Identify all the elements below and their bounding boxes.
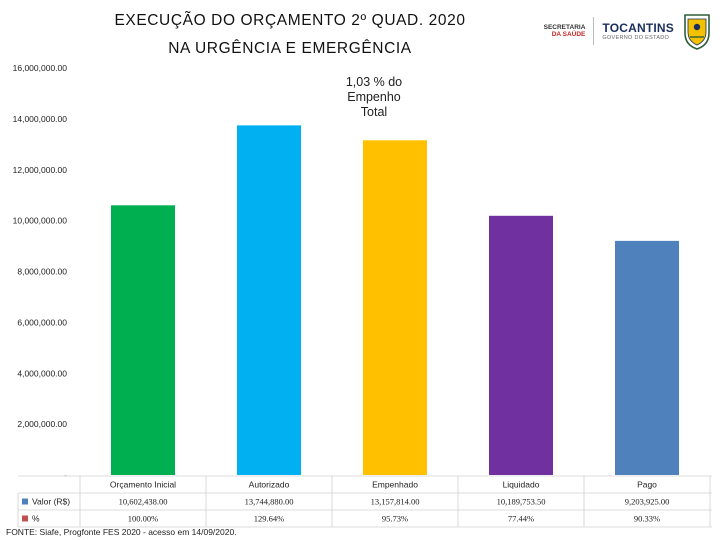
y-tick-label: 10,000,000.00: [13, 216, 68, 226]
bar: [363, 140, 427, 476]
y-tick-label: 4,000,000.00: [17, 368, 67, 378]
y-tick-label: 16,000,000.00: [13, 63, 68, 73]
data-label: 77.44%: [508, 514, 534, 524]
legend-label: %: [32, 514, 40, 524]
secretaria-line2: DA SAÚDE: [551, 31, 586, 38]
governo-estado-text: GOVERNO DO ESTADO: [602, 35, 670, 41]
bar: [111, 205, 175, 475]
state-coat-of-arms-icon: [684, 14, 710, 50]
header-logos: SECRETARIA DA SAÚDE TOCANTINS GOVERNO DO…: [544, 6, 712, 56]
legend-label: Valor (R$): [32, 497, 70, 507]
secretaria-saude-logo: SECRETARIA DA SAÚDE: [544, 24, 586, 39]
bar: [237, 125, 301, 475]
x-tick-label: Autorizado: [249, 480, 290, 490]
tocantins-logo: TOCANTINS GOVERNO DO ESTADO: [602, 21, 674, 41]
y-tick-label: 14,000,000.00: [13, 114, 68, 124]
x-tick-label: Orçamento Inicial: [110, 480, 176, 490]
bar: [489, 215, 553, 475]
annotation-line1: 1,03 % do: [345, 75, 403, 89]
annotation-line3: Total: [360, 105, 388, 119]
x-tick-label: Empenhado: [372, 480, 418, 490]
source-note: FONTE: Siafe, Progfonte FES 2020 - acess…: [6, 527, 237, 537]
logo-divider: [593, 17, 595, 45]
data-label: 10,189,753.50: [497, 497, 546, 507]
data-label: 95.73%: [382, 514, 408, 524]
data-label: 129.64%: [254, 514, 284, 524]
data-label: 13,744,880.00: [245, 497, 294, 507]
y-tick-label: 2,000,000.00: [17, 419, 67, 429]
y-tick-label: 12,000,000.00: [13, 165, 68, 175]
x-tick-label: Pago: [637, 480, 657, 490]
data-label: 9,203,925.00: [625, 497, 670, 507]
data-label: 100.00%: [128, 514, 158, 524]
data-label: 13,157,814.00: [371, 497, 420, 507]
tocantins-wordmark: TOCANTINS: [602, 21, 674, 35]
data-label: 10,602,438.00: [119, 497, 168, 507]
empenho-annotation: 1,03 % do Empenho Total: [330, 75, 418, 120]
y-tick-label: -: [64, 470, 67, 480]
chart-title-line1: EXECUÇÃO DO ORÇAMENTO 2º QUAD. 2020: [114, 12, 466, 29]
bar: [615, 240, 679, 475]
data-label: 90.33%: [634, 514, 660, 524]
y-tick-label: 8,000,000.00: [17, 267, 67, 277]
chart-title-line2: NA URGÊNCIA E EMERGÊNCIA: [168, 40, 412, 57]
secretaria-line1: SECRETARIA: [543, 23, 586, 31]
legend-swatch: [22, 498, 28, 505]
legend-swatch: [22, 515, 28, 522]
x-tick-label: Liquidado: [503, 480, 540, 490]
y-tick-label: 6,000,000.00: [17, 317, 67, 327]
annotation-line2: Empenho: [347, 90, 401, 104]
